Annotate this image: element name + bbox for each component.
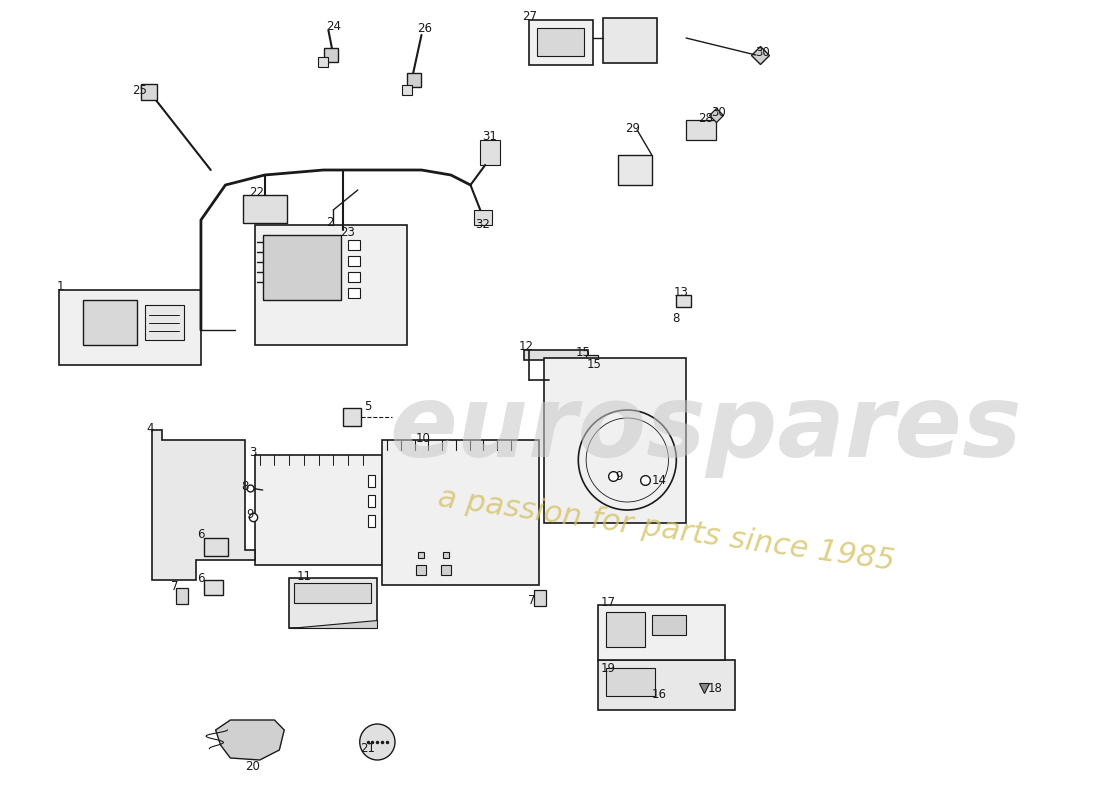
Text: 22: 22 — [250, 186, 264, 198]
Text: 6: 6 — [197, 571, 205, 585]
Bar — [529, 20, 593, 65]
Bar — [58, 290, 201, 365]
Text: 8: 8 — [672, 311, 680, 325]
Text: 15: 15 — [586, 358, 602, 371]
Bar — [383, 440, 539, 585]
Text: 32: 32 — [475, 218, 490, 231]
Text: 7: 7 — [170, 579, 178, 593]
Text: 17: 17 — [601, 595, 615, 609]
Text: 11: 11 — [296, 570, 311, 582]
Bar — [537, 28, 584, 56]
Polygon shape — [289, 620, 377, 628]
Bar — [84, 300, 138, 345]
Bar — [255, 455, 383, 565]
Text: 7: 7 — [528, 594, 536, 606]
Text: 25: 25 — [132, 83, 146, 97]
Text: 29: 29 — [625, 122, 640, 134]
Bar — [348, 288, 360, 298]
Bar — [676, 295, 691, 307]
Bar — [367, 475, 375, 487]
Bar — [255, 225, 407, 345]
Text: 8: 8 — [241, 479, 249, 493]
Bar — [598, 605, 725, 660]
Text: 20: 20 — [245, 759, 261, 773]
Bar — [598, 660, 735, 710]
Text: 15: 15 — [575, 346, 591, 358]
Bar — [294, 583, 371, 603]
Text: 19: 19 — [601, 662, 615, 674]
Text: 16: 16 — [651, 689, 667, 702]
Bar — [535, 590, 546, 606]
Text: 3: 3 — [250, 446, 256, 459]
Text: 1: 1 — [57, 281, 65, 294]
Text: 26: 26 — [417, 22, 432, 34]
Text: a passion for parts since 1985: a passion for parts since 1985 — [437, 483, 896, 577]
Bar — [204, 538, 229, 556]
Bar — [343, 408, 361, 426]
Bar — [289, 578, 377, 628]
Text: 6: 6 — [197, 529, 205, 542]
Bar — [348, 240, 360, 250]
Text: 9: 9 — [246, 509, 254, 522]
Text: 24: 24 — [326, 19, 341, 33]
Bar — [603, 18, 657, 63]
Polygon shape — [152, 430, 255, 580]
Text: 12: 12 — [519, 341, 534, 354]
Bar — [525, 350, 588, 360]
Text: eurospares: eurospares — [389, 382, 1022, 478]
Bar — [145, 305, 185, 340]
Text: 2: 2 — [327, 217, 334, 230]
Text: 21: 21 — [360, 742, 375, 754]
Text: 27: 27 — [521, 10, 537, 23]
Text: 9: 9 — [616, 470, 624, 482]
Bar — [606, 612, 645, 647]
Bar — [263, 235, 341, 300]
Text: 13: 13 — [674, 286, 689, 299]
Bar — [367, 515, 375, 527]
Bar — [243, 195, 287, 223]
Bar — [617, 155, 652, 185]
Text: 5: 5 — [364, 401, 372, 414]
Bar — [176, 588, 188, 604]
Bar — [544, 358, 686, 523]
Text: 23: 23 — [341, 226, 355, 238]
Text: 18: 18 — [708, 682, 723, 694]
Polygon shape — [216, 720, 284, 760]
Bar — [481, 140, 499, 165]
Bar — [348, 272, 360, 282]
Circle shape — [360, 724, 395, 760]
Text: 30: 30 — [711, 106, 726, 118]
Bar — [606, 668, 654, 696]
Bar — [652, 615, 686, 635]
Bar — [348, 256, 360, 266]
Bar — [367, 495, 375, 507]
Bar — [686, 120, 715, 140]
Text: 28: 28 — [698, 111, 713, 125]
Text: 14: 14 — [651, 474, 667, 486]
Text: 10: 10 — [416, 431, 431, 445]
Text: 4: 4 — [146, 422, 154, 434]
Bar — [204, 580, 223, 595]
Bar — [474, 210, 492, 225]
Text: 30: 30 — [756, 46, 770, 58]
Bar — [586, 355, 598, 365]
Text: 31: 31 — [483, 130, 497, 143]
